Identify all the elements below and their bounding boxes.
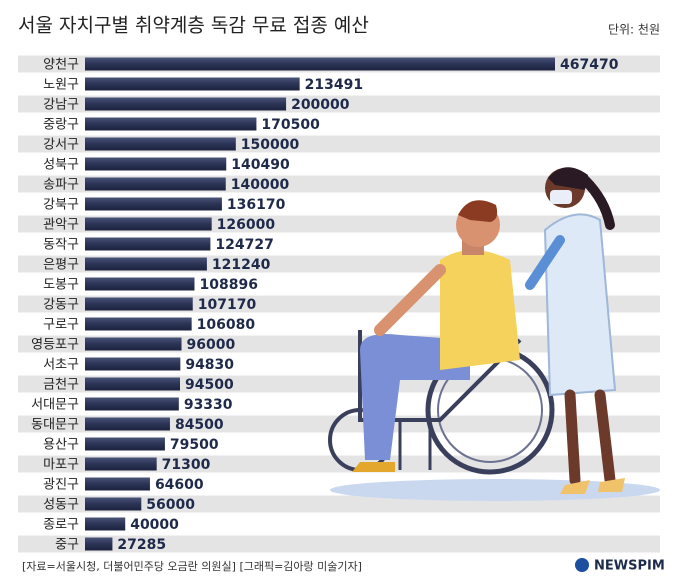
category-label: 관악구	[43, 218, 79, 233]
value-label: 200000	[291, 97, 350, 113]
value-label: 136170	[227, 197, 286, 213]
value-label: 108896	[199, 277, 257, 293]
bar	[85, 517, 126, 531]
category-label: 송파구	[43, 178, 79, 193]
category-label: 강서구	[43, 138, 79, 153]
category-label: 은평구	[43, 258, 79, 273]
category-label: 성동구	[43, 498, 79, 513]
bar	[85, 497, 142, 511]
value-label: 140000	[231, 177, 290, 193]
bar	[85, 57, 555, 71]
value-label: 94830	[185, 357, 234, 373]
value-label: 124727	[215, 237, 273, 253]
bar	[85, 137, 236, 151]
category-label: 도봉구	[43, 278, 79, 293]
category-label: 마포구	[43, 458, 79, 473]
bars: 양천구 467470 노원구 213491 강남구 200000 중랑구 170500 강서구 1…	[31, 57, 619, 553]
category-label: 성북구	[43, 158, 79, 173]
value-label: 107170	[198, 297, 257, 313]
bar	[85, 457, 157, 471]
category-label: 동작구	[43, 238, 79, 253]
bar	[85, 357, 181, 371]
logo: NEWSPIM	[594, 559, 665, 574]
value-label: 79500	[170, 437, 219, 453]
source-note: [자료=서울시청, 더불어민주당 오금란 의원실] [그래픽=김아랑 미술기자]	[22, 560, 362, 573]
logo-mark	[575, 558, 589, 572]
bar	[85, 437, 165, 451]
value-label: 40000	[130, 517, 179, 533]
category-label: 금천구	[43, 378, 79, 393]
category-label: 강북구	[43, 198, 79, 213]
value-label: 64600	[155, 477, 204, 493]
bar	[85, 277, 195, 291]
value-label: 150000	[241, 137, 300, 153]
value-label: 93330	[184, 397, 233, 413]
bar	[85, 217, 212, 231]
value-label: 106080	[197, 317, 256, 333]
category-label: 강남구	[43, 98, 79, 113]
value-label: 213491	[305, 77, 363, 93]
category-label: 강동구	[43, 298, 79, 313]
category-label: 서대문구	[31, 398, 79, 413]
category-label: 구로구	[43, 318, 79, 333]
value-label: 96000	[187, 337, 236, 353]
category-label: 서초구	[43, 358, 79, 373]
category-label: 중구	[55, 538, 79, 553]
bar	[85, 377, 181, 391]
category-label: 노원구	[43, 78, 79, 93]
row-stripe	[18, 415, 660, 433]
value-label: 467470	[560, 57, 619, 73]
bar	[85, 77, 300, 91]
bar	[85, 537, 113, 551]
bar	[85, 477, 150, 491]
category-label: 중랑구	[43, 118, 79, 133]
bar	[85, 257, 207, 271]
chart-title: 서울 자치구별 취약계층 독감 무료 접종 예산	[18, 15, 369, 37]
category-label: 종로구	[43, 518, 79, 533]
value-label: 27285	[117, 537, 166, 553]
value-label: 71300	[162, 457, 211, 473]
value-label: 121240	[212, 257, 271, 273]
category-label: 용산구	[43, 438, 79, 453]
category-label: 영등포구	[31, 338, 79, 353]
value-label: 170500	[261, 117, 320, 133]
category-label: 동대문구	[31, 418, 79, 433]
row-stripe	[18, 535, 660, 553]
bar	[85, 237, 211, 251]
bar	[85, 297, 193, 311]
value-label: 140490	[231, 157, 290, 173]
bar	[85, 177, 226, 191]
value-label: 56000	[146, 497, 195, 513]
value-label: 126000	[217, 217, 276, 233]
category-label: 양천구	[43, 58, 79, 73]
category-label: 광진구	[43, 478, 79, 493]
bar	[85, 317, 192, 331]
bar	[85, 117, 257, 131]
bar	[85, 197, 222, 211]
unit-label: 단위: 천원	[608, 22, 660, 37]
bar	[85, 157, 227, 171]
illustration	[328, 167, 660, 501]
bar	[85, 97, 287, 111]
value-label: 94500	[185, 377, 234, 393]
bar	[85, 417, 170, 431]
value-label: 84500	[175, 417, 224, 433]
bar	[85, 337, 182, 351]
bar	[85, 397, 179, 411]
